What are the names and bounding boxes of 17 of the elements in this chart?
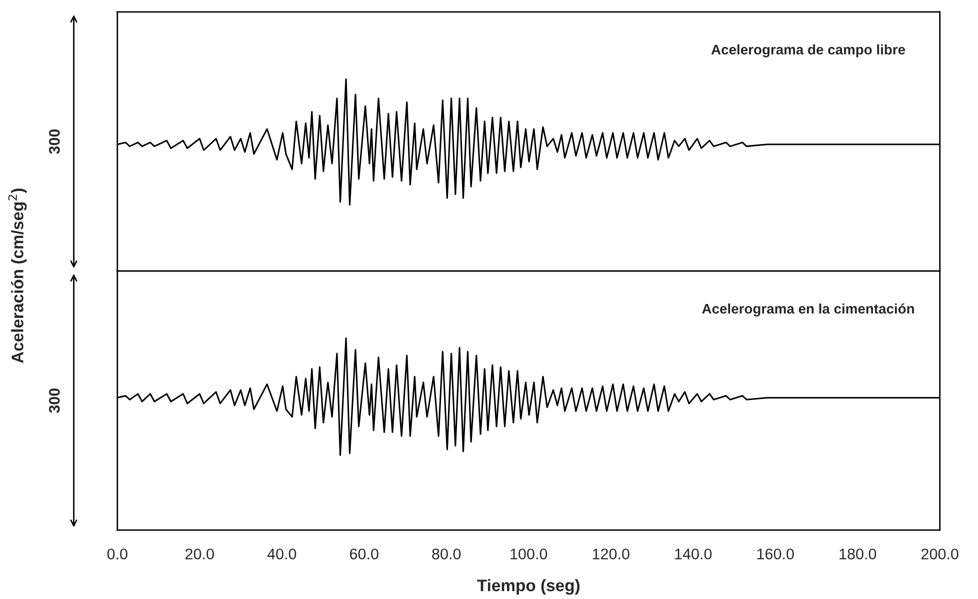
x-tick-label: 200.0 <box>922 548 958 560</box>
x-axis-title: Tiempo (seg) <box>477 579 580 595</box>
x-tick-label: 180.0 <box>840 548 876 560</box>
x-tick-label: 120.0 <box>592 548 630 560</box>
x-tick-label: 100.0 <box>510 548 548 560</box>
text: Acelerograma de campo libre <box>711 44 906 58</box>
x-tick-label: 40.0 <box>267 548 296 560</box>
x-tick-label: 140.0 <box>675 548 712 560</box>
y-axis-title: Aceleración (cm/seg$^{2}$) <box>8 188 27 364</box>
text: 300 <box>48 388 60 413</box>
text: 300 <box>48 129 60 154</box>
text: Acelerograma en la cimentación <box>702 303 914 316</box>
x-tick-label: 80.0 <box>432 548 461 560</box>
x-tick-label: 60.0 <box>350 548 378 560</box>
x-tick-label: 0.0 <box>107 548 128 560</box>
x-tick-label: 20.0 <box>186 548 214 560</box>
x-tick-label: 160.0 <box>757 548 794 560</box>
